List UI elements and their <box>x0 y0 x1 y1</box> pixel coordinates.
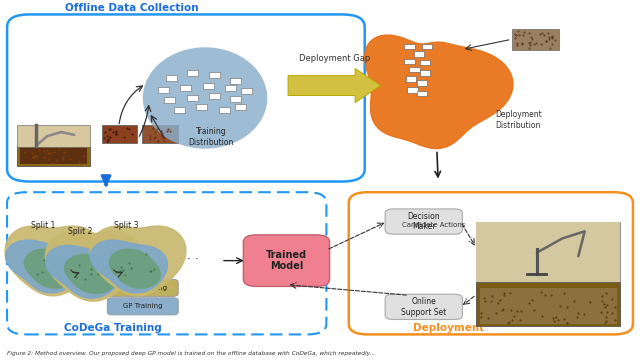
FancyBboxPatch shape <box>17 147 90 166</box>
Text: Online
Support Set: Online Support Set <box>401 297 446 316</box>
Polygon shape <box>109 249 160 288</box>
Bar <box>422 44 433 49</box>
Polygon shape <box>45 246 123 298</box>
Text: Candidate Actions: Candidate Actions <box>402 222 465 228</box>
Text: Deployment
Distribution: Deployment Distribution <box>495 111 542 130</box>
Bar <box>235 104 246 110</box>
FancyBboxPatch shape <box>20 148 87 164</box>
Bar <box>203 82 214 89</box>
Text: GP Training: GP Training <box>123 303 163 309</box>
Polygon shape <box>365 35 513 149</box>
Bar <box>420 60 431 65</box>
Text: Trained
Model: Trained Model <box>266 250 307 271</box>
Polygon shape <box>288 68 381 103</box>
Bar <box>404 59 415 64</box>
Text: Decision
Maker: Decision Maker <box>408 212 440 231</box>
Bar <box>230 96 241 102</box>
Bar <box>414 51 424 57</box>
Bar <box>417 80 428 86</box>
Bar <box>417 90 428 96</box>
Text: CoDeGa Training: CoDeGa Training <box>63 323 161 333</box>
FancyBboxPatch shape <box>243 235 330 287</box>
Bar <box>164 98 175 103</box>
Text: Mean Training: Mean Training <box>118 285 167 291</box>
Text: Offline Data Collection: Offline Data Collection <box>65 3 199 13</box>
Text: Deployment: Deployment <box>413 323 484 333</box>
Polygon shape <box>5 226 101 296</box>
FancyBboxPatch shape <box>385 209 463 234</box>
Polygon shape <box>90 240 168 293</box>
Bar <box>187 70 198 76</box>
Text: Deployment Gap: Deployment Gap <box>299 54 370 63</box>
FancyBboxPatch shape <box>108 298 178 315</box>
Text: Figure 2: Method overview. Our proposed deep GP model is trained on the offline : Figure 2: Method overview. Our proposed … <box>7 351 375 356</box>
Bar <box>230 78 241 84</box>
Bar <box>187 95 198 101</box>
Bar <box>406 76 417 82</box>
Text: Split 1: Split 1 <box>31 221 56 230</box>
Text: Split 2: Split 2 <box>68 226 92 235</box>
FancyBboxPatch shape <box>476 222 620 325</box>
Polygon shape <box>65 255 116 293</box>
Text: Split 3: Split 3 <box>115 221 139 230</box>
FancyBboxPatch shape <box>479 288 617 324</box>
Polygon shape <box>90 226 186 296</box>
FancyBboxPatch shape <box>476 282 620 325</box>
Bar <box>166 75 177 81</box>
Bar <box>225 85 236 91</box>
Bar <box>196 104 207 110</box>
Polygon shape <box>6 240 83 293</box>
Text: Training
Distribution: Training Distribution <box>189 127 234 147</box>
Bar <box>420 70 431 76</box>
FancyBboxPatch shape <box>143 125 177 144</box>
Polygon shape <box>45 231 141 301</box>
Bar <box>209 72 220 78</box>
Bar <box>219 107 230 113</box>
Text: · · ·: · · · <box>179 253 199 266</box>
FancyBboxPatch shape <box>511 29 559 50</box>
Ellipse shape <box>143 47 268 149</box>
Bar <box>209 93 220 99</box>
Polygon shape <box>24 249 76 288</box>
FancyBboxPatch shape <box>476 222 620 282</box>
Bar <box>241 88 252 94</box>
Bar <box>158 87 169 93</box>
Bar <box>408 87 418 93</box>
Bar <box>174 107 185 113</box>
FancyBboxPatch shape <box>108 279 178 296</box>
Bar <box>404 44 415 49</box>
Bar <box>410 67 420 72</box>
FancyBboxPatch shape <box>17 125 90 166</box>
FancyBboxPatch shape <box>102 125 137 144</box>
FancyBboxPatch shape <box>385 294 463 319</box>
Bar <box>180 85 191 91</box>
